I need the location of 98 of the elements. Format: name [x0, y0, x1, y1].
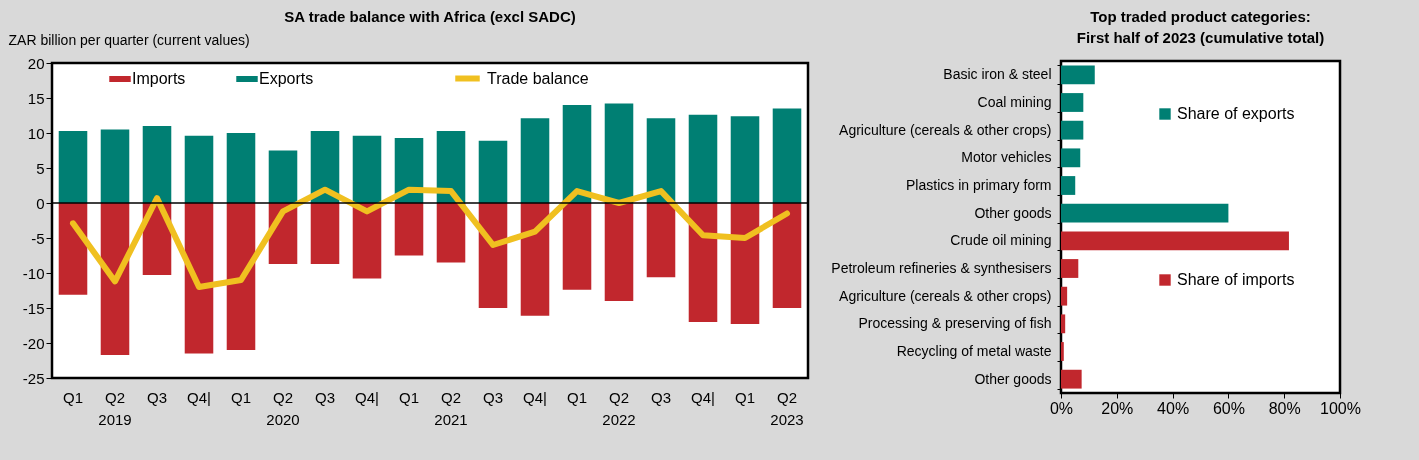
- chart-title: SA trade balance with Africa (excl SADC): [284, 8, 576, 25]
- legend-label: Imports: [132, 70, 186, 87]
- bar: [142, 126, 172, 203]
- y-tick-label: Crude oil mining: [950, 232, 1052, 249]
- bar: [646, 203, 676, 278]
- y-tick-label: 10: [27, 124, 45, 142]
- x-tick-label: 60%: [1212, 399, 1245, 417]
- bar: [1061, 231, 1289, 251]
- x-tick-label: Q1: [62, 388, 84, 406]
- y-tick-label: Coal mining: [977, 94, 1052, 110]
- y-tick-label: Plastics in primary form: [906, 177, 1052, 193]
- bar: [646, 118, 676, 203]
- y-tick-label: Agriculture (cereals & other crops): [839, 121, 1052, 138]
- x-tick-label: Q1: [566, 388, 588, 406]
- y-tick-label: -15: [22, 299, 45, 317]
- x-tick-label: Q2 2023: [770, 388, 804, 428]
- x-tick-label: Q3: [314, 388, 336, 406]
- bar: [184, 135, 214, 203]
- x-tick-label: Q1: [398, 388, 420, 406]
- bar: [520, 203, 550, 316]
- x-tick-label: Q1: [230, 388, 252, 406]
- y-tick-label: Other goods: [974, 204, 1052, 221]
- y-tick-label: 0: [36, 194, 45, 212]
- legend-label: Exports: [259, 70, 314, 87]
- bar: [730, 203, 760, 325]
- bar: [1061, 369, 1082, 389]
- x-tick-label: Q3: [482, 388, 504, 406]
- x-tick-label: Q1: [734, 388, 756, 406]
- bar: [226, 203, 256, 350]
- bar: [226, 133, 256, 203]
- bar: [352, 135, 382, 203]
- bar: [1061, 176, 1076, 195]
- x-tick-label: Q2 2019: [98, 388, 132, 428]
- x-tick-label: Q2 2021: [434, 388, 468, 428]
- x-tick-label: 20%: [1101, 399, 1134, 417]
- y-tick-label: Recycling of metal waste: [896, 343, 1052, 359]
- bar: [772, 203, 802, 308]
- x-tick-label: 0%: [1049, 399, 1074, 417]
- y-tick-label: Other goods: [974, 370, 1052, 387]
- y-tick-label: 15: [27, 89, 45, 107]
- bar: [100, 129, 130, 203]
- x-tick-label: Q4|: [355, 388, 379, 406]
- x-tick-label: Q4|: [523, 388, 547, 406]
- x-tick-label: Q2 2022: [602, 388, 636, 428]
- x-tick-label: Q4|: [691, 388, 715, 406]
- bar: [100, 203, 130, 355]
- y-tick-label: 20: [27, 54, 45, 72]
- x-tick-label: Q2 2020: [266, 388, 300, 428]
- legend-label: Share of exports: [1177, 105, 1295, 122]
- y-tick-label: -10: [22, 264, 45, 282]
- legend-label: Share of imports: [1177, 271, 1295, 288]
- bar: [604, 203, 634, 301]
- bar: [394, 203, 424, 256]
- y-axis-title: ZAR billion per quarter (current values): [8, 31, 250, 48]
- y-tick-label: -20: [22, 334, 45, 352]
- bar: [604, 103, 634, 203]
- bar: [1061, 259, 1079, 278]
- bar: [1061, 120, 1084, 140]
- chart-title: Top traded product categories:: [1090, 8, 1311, 25]
- y-tick-label: -5: [31, 229, 45, 247]
- bar: [184, 203, 214, 354]
- bar: [310, 203, 340, 264]
- bar: [268, 150, 298, 203]
- bar: [1061, 314, 1066, 334]
- chart-subtitle: First half of 2023 (cumulative total): [1076, 29, 1325, 46]
- x-tick-label: 40%: [1157, 399, 1190, 417]
- y-tick-label: -25: [22, 369, 45, 387]
- bar: [688, 114, 718, 203]
- bar: [562, 105, 592, 203]
- legend-label: Trade balance: [487, 69, 589, 87]
- bar: [1061, 286, 1068, 306]
- y-tick-label: Basic iron & steel: [943, 66, 1052, 83]
- y-tick-label: Petroleum refineries & synthesisers: [831, 260, 1052, 276]
- x-tick-label: Q3: [650, 388, 672, 406]
- y-tick-label: Agriculture (cereals & other crops): [839, 287, 1052, 304]
- bar: [1061, 203, 1229, 223]
- x-tick-label: Q3: [146, 388, 168, 406]
- bar: [520, 118, 550, 203]
- bar: [1061, 65, 1095, 85]
- bar: [688, 203, 718, 322]
- bar: [1061, 148, 1081, 168]
- y-tick-label: Processing & preserving of fish: [858, 315, 1052, 332]
- bar: [58, 130, 88, 203]
- bar: [478, 140, 508, 203]
- bar: [436, 203, 466, 263]
- bar: [58, 203, 88, 295]
- x-tick-label: 80%: [1268, 399, 1301, 417]
- bar: [562, 203, 592, 290]
- bar: [730, 116, 760, 203]
- y-tick-label: 5: [36, 159, 45, 177]
- bar: [478, 203, 508, 308]
- bar: [1061, 93, 1084, 112]
- y-tick-label: Motor vehicles: [961, 149, 1052, 166]
- x-tick-label: 100%: [1320, 399, 1361, 417]
- x-tick-label: Q4|: [187, 388, 211, 406]
- bar: [772, 108, 802, 203]
- bar: [352, 203, 382, 279]
- bar: [1061, 342, 1064, 361]
